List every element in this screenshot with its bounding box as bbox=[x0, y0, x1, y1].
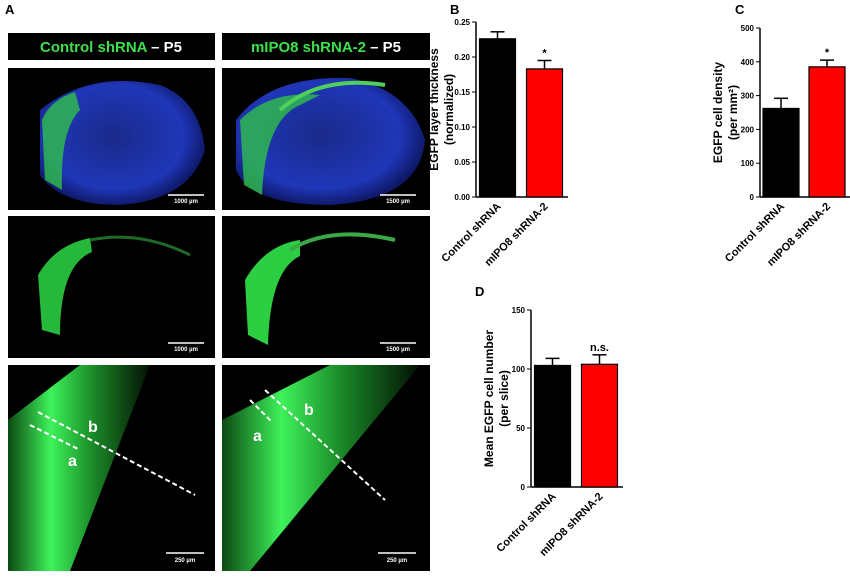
tissue bbox=[222, 365, 420, 571]
annotation: * bbox=[542, 48, 547, 60]
y-tick-label: 0 bbox=[750, 193, 755, 202]
header-bg bbox=[8, 33, 215, 60]
y-tick-label: 0 bbox=[521, 483, 526, 492]
y-axis-label: EGFP layer thickness bbox=[427, 48, 441, 171]
tissue bbox=[245, 240, 300, 345]
marker: a bbox=[68, 453, 77, 470]
scale-label: 1000 µm bbox=[174, 199, 198, 205]
y-tick-label: 500 bbox=[741, 24, 755, 33]
tissue bbox=[38, 238, 92, 335]
y-tick-label: 0.05 bbox=[454, 158, 470, 167]
tissue bbox=[240, 94, 320, 195]
bar bbox=[525, 68, 564, 198]
y-axis-label: (per slice) bbox=[497, 370, 511, 427]
tissue bbox=[89, 235, 191, 257]
y-tick-label: 50 bbox=[516, 424, 525, 433]
tissue bbox=[278, 80, 386, 112]
scale-label: 1000 µm bbox=[174, 347, 198, 353]
marker: b bbox=[88, 419, 98, 436]
y-tick-label: 100 bbox=[741, 159, 755, 168]
y-tick-label: 0.20 bbox=[454, 53, 470, 62]
y-axis-label: (normalized) bbox=[442, 74, 456, 145]
column-header: Control shRNA – P5 bbox=[40, 39, 182, 56]
y-tick-label: 100 bbox=[512, 365, 526, 374]
bar bbox=[762, 107, 800, 198]
scale-label: 1500 µm bbox=[386, 347, 410, 353]
y-tick-label: 200 bbox=[741, 125, 755, 134]
header-bg bbox=[222, 33, 430, 60]
y-tick-label: 0.15 bbox=[454, 88, 470, 97]
scale-bars bbox=[166, 194, 416, 554]
panel-label: D bbox=[475, 284, 484, 299]
measure-arrows bbox=[29, 389, 386, 501]
annotation: n.s. bbox=[590, 342, 609, 354]
scale-label: 1500 µm bbox=[386, 199, 410, 205]
y-tick-label: 150 bbox=[512, 306, 526, 315]
y-tick-label: 0.10 bbox=[454, 123, 470, 132]
tissue bbox=[42, 92, 80, 190]
y-axis-label: Mean EGFP cell number bbox=[482, 330, 496, 467]
y-tick-label: 300 bbox=[741, 92, 755, 101]
column-header: mIPO8 shRNA-2 – P5 bbox=[251, 39, 401, 56]
y-tick-label: 0.00 bbox=[454, 193, 470, 202]
y-axis-label: EGFP cell density bbox=[711, 62, 725, 163]
bar bbox=[580, 363, 619, 488]
scale-label: 250 µm bbox=[387, 558, 407, 564]
bar bbox=[533, 364, 572, 488]
panel-label: C bbox=[735, 2, 745, 17]
marker: a bbox=[253, 428, 262, 445]
y-tick-label: 400 bbox=[741, 58, 755, 67]
y-axis-label: (per mm²) bbox=[726, 85, 740, 140]
panel-label: A bbox=[5, 2, 15, 17]
annotation: * bbox=[825, 47, 830, 59]
bar bbox=[478, 38, 517, 198]
tissue bbox=[40, 80, 205, 205]
bar bbox=[808, 66, 846, 198]
y-tick-label: 0.25 bbox=[454, 18, 470, 27]
panel-label: B bbox=[450, 2, 459, 17]
scale-label: 250 µm bbox=[175, 558, 195, 564]
tissue bbox=[8, 365, 150, 571]
tissue bbox=[288, 232, 396, 252]
marker: b bbox=[304, 402, 314, 419]
panel-a: Control shRNA – P5 mIPO8 shRNA-2 – P5 a … bbox=[8, 33, 430, 571]
